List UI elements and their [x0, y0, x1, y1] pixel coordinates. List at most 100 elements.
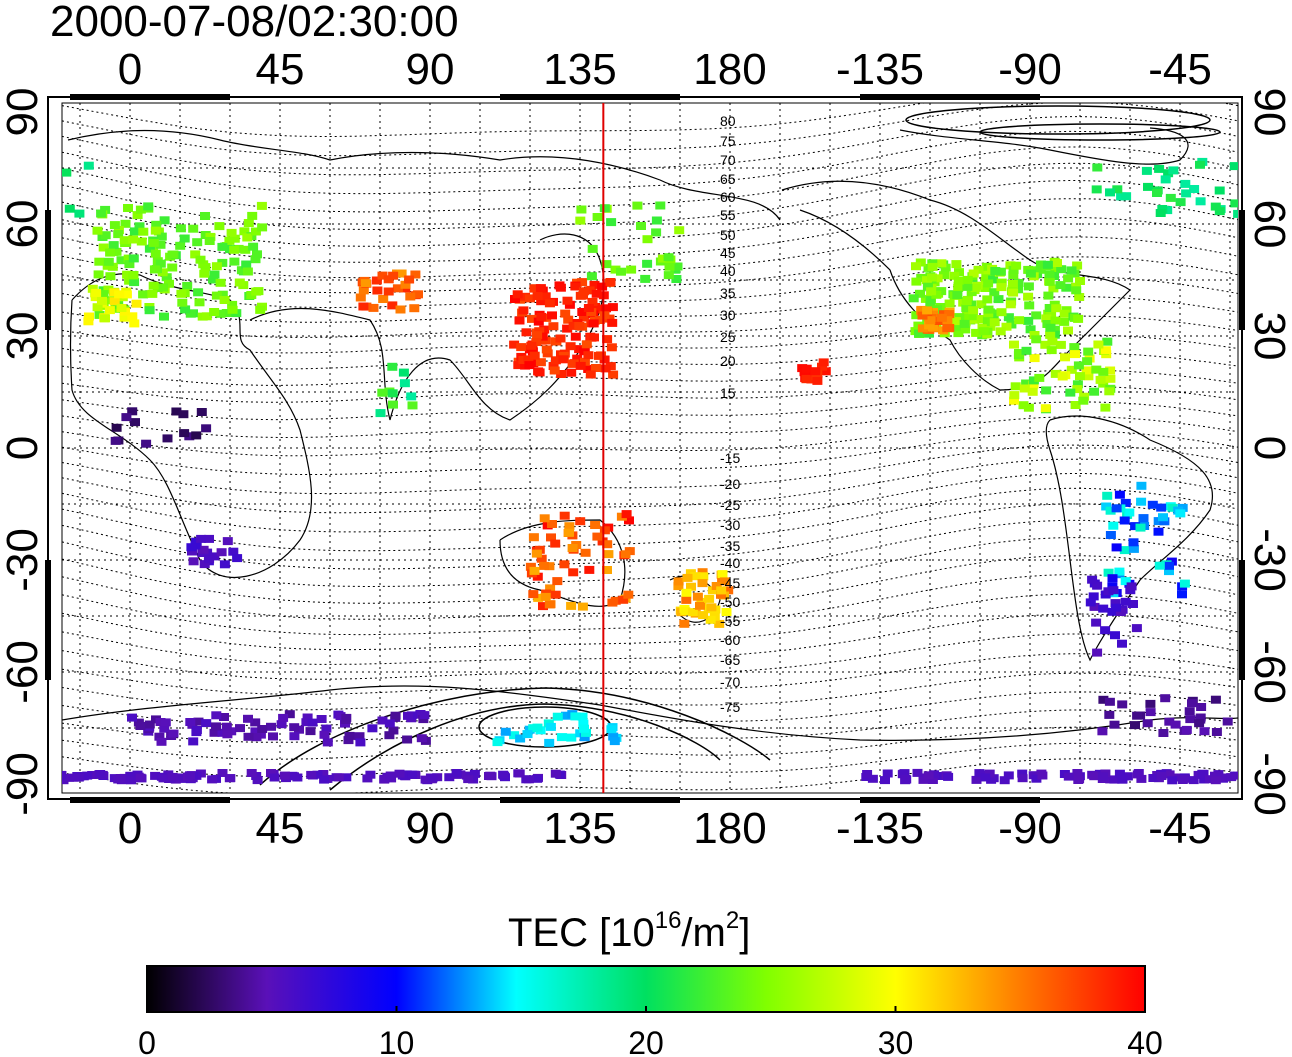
tec-pixel: [1025, 269, 1036, 278]
tec-pixel: [602, 335, 613, 344]
tec-pixel: [159, 216, 170, 225]
tec-pixel: [528, 590, 539, 599]
tec-pixel: [1023, 316, 1034, 325]
tec-pixel: [1013, 279, 1024, 287]
lon-tick-top: 45: [256, 45, 305, 94]
tec-pixel: [128, 235, 139, 244]
tec-pixel: [528, 533, 539, 542]
tec-pixel: [377, 716, 388, 725]
tec-pixel: [211, 262, 222, 271]
tec-pixel: [1160, 175, 1171, 184]
tec-pixel: [556, 733, 567, 742]
tec-pixel: [83, 317, 94, 326]
lon-tick-bottom: 180: [693, 804, 766, 853]
tec-pixel: [664, 262, 675, 271]
tec-pixel: [1110, 599, 1121, 608]
tec-pixel: [576, 205, 587, 214]
tec-pixel: [1109, 720, 1120, 729]
tec-pixel: [548, 362, 559, 370]
tec-pixel: [970, 283, 981, 292]
contour-label: 35: [720, 285, 736, 301]
tec-pixel: [92, 303, 103, 312]
tec-pixel: [176, 289, 187, 298]
tec-pixel: [1005, 300, 1016, 309]
tec-pixel: [1025, 325, 1036, 334]
tec-pixel: [651, 228, 662, 237]
tec-pixel: [1105, 531, 1116, 539]
tec-pixel: [529, 351, 540, 360]
tec-pixel: [383, 275, 394, 284]
tec-pixel: [602, 540, 613, 549]
tec-pixel: [500, 727, 511, 736]
tec-pixel: [532, 572, 543, 581]
tec-pixel: [939, 271, 949, 280]
tec-pixel: [610, 265, 621, 274]
tec-pixel: [540, 592, 551, 601]
tec-pixel: [243, 714, 253, 723]
tec-pixel: [1029, 331, 1040, 339]
tec-pixel: [605, 278, 616, 286]
tec-pixel: [1073, 361, 1084, 370]
tec-pixel: [527, 314, 537, 323]
tec-pixel: [116, 304, 127, 312]
tec-pixel: [1177, 590, 1187, 599]
tec-pixel: [200, 263, 211, 272]
tec-pixel: [524, 361, 535, 370]
tec-pixel: [110, 436, 121, 445]
tec-pixel: [255, 305, 266, 314]
tec-pixel: [1164, 561, 1174, 570]
tec-pixel: [620, 550, 631, 559]
tec-pixel: [566, 733, 577, 742]
tec-pixel: [387, 389, 398, 398]
tec-pixel: [1251, 159, 1261, 167]
tec-pixel: [1017, 774, 1028, 783]
tec-pixel: [818, 358, 829, 367]
tec-pixel: [321, 724, 332, 733]
contour-label: 60: [720, 189, 736, 205]
tec-pixel: [607, 318, 618, 327]
tec-pixel: [257, 725, 268, 733]
tec-pixel: [469, 769, 480, 778]
tec-pixel: [266, 722, 276, 731]
tec-pixel: [1112, 185, 1123, 194]
tec-pixel: [227, 305, 238, 314]
tec-pixel: [1072, 385, 1083, 394]
tec-pixel: [135, 722, 146, 730]
tec-pixel: [1069, 343, 1080, 352]
tec-pixel: [1164, 717, 1175, 726]
tec-pixel: [388, 400, 398, 409]
tec-pixel: [1153, 527, 1164, 536]
tec-pixel: [651, 216, 662, 225]
colorbar-tick-label: 30: [878, 1025, 914, 1057]
tec-pixel: [167, 250, 178, 259]
tec-pixel: [188, 737, 199, 746]
tec-pixel: [1230, 199, 1238, 208]
tec-pixel: [167, 772, 178, 781]
tec-pixel: [908, 294, 919, 303]
tec-pixel: [942, 324, 953, 333]
tec-pixel: [924, 321, 935, 330]
tec-pixel: [1128, 544, 1139, 553]
tec-pixel: [341, 713, 352, 722]
tec-pixel: [131, 299, 142, 308]
tec-pixel: [558, 355, 569, 364]
tec-pixel: [1104, 697, 1115, 706]
tec-pixel: [591, 289, 602, 298]
tec-pixel: [1014, 316, 1025, 325]
tec-pixel: [247, 211, 258, 220]
lon-tick-bottom: -90: [998, 804, 1062, 853]
tec-pixel: [723, 586, 734, 595]
tec-pixel: [594, 351, 604, 360]
tec-pixel: [556, 370, 567, 378]
tec-pixel: [1105, 366, 1116, 375]
tec-pixel: [109, 221, 120, 230]
colorbar-tick-label: 40: [1127, 1025, 1163, 1057]
tec-pixel: [399, 379, 410, 388]
tec-pixel: [705, 615, 716, 624]
contour-label: 55: [720, 207, 736, 223]
tec-pixel: [406, 392, 417, 401]
tec-pixel: [698, 611, 709, 620]
tec-pixel: [228, 547, 239, 556]
tec-pixel: [510, 295, 520, 303]
tec-pixel: [1110, 631, 1120, 640]
